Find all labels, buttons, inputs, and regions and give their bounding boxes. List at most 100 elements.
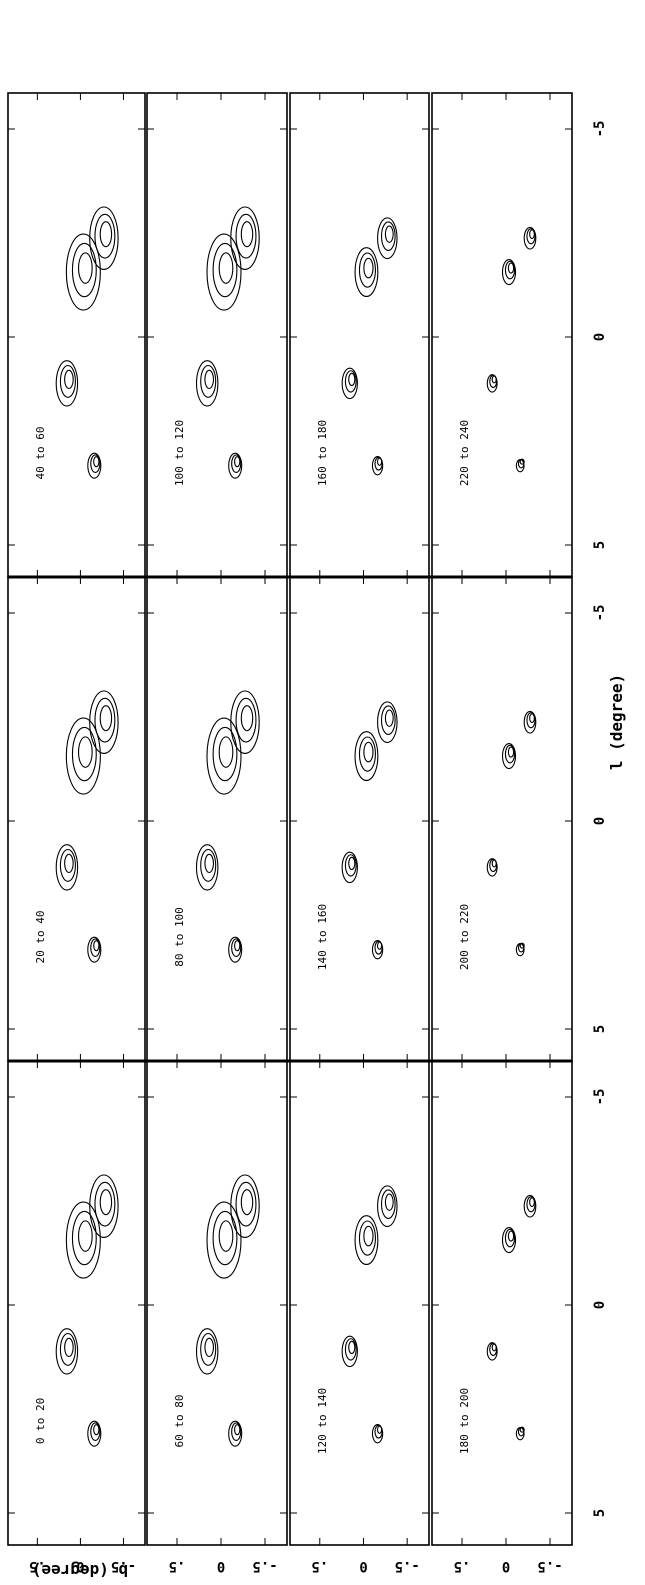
emission-contour [89, 1174, 119, 1238]
emission-contour [200, 1332, 217, 1366]
emission-contour [200, 364, 217, 398]
b-tick-label: .5 [169, 1558, 186, 1574]
x-axis-title: l (degree) [607, 674, 626, 770]
l-tick-label: 0 [592, 333, 608, 341]
emission-contour [59, 364, 76, 398]
emission-contour [486, 858, 498, 877]
emission-contour [354, 1215, 379, 1266]
emission-contour [526, 1196, 536, 1213]
panel-frame [7, 92, 146, 578]
emission-contour [64, 853, 74, 874]
emission-contour [65, 717, 101, 795]
emission-contour [231, 938, 242, 957]
velocity-range-label: 80 to 100 [173, 907, 186, 967]
panel-frame [146, 92, 288, 578]
emission-contour [87, 936, 102, 963]
emission-contour [94, 1181, 116, 1227]
emission-contour [341, 1335, 358, 1368]
emission-contour [363, 257, 374, 279]
b-tick-label: .5 [454, 1558, 471, 1574]
emission-contour [59, 1332, 76, 1366]
emission-contour [240, 221, 254, 248]
axes-group: 5 0 -5 5 0 -5 5 0 -5 .5 0 -.5 .5 0 -.5 .5 0 -.5 .5 0 -.5 [8, 121, 608, 1574]
emission-contour [195, 1328, 219, 1375]
channel-panel: 100 to 120 [146, 92, 288, 578]
emission-contour [501, 743, 517, 770]
channel-panel: 140 to 160 [289, 576, 430, 1062]
velocity-range-label: 180 to 200 [458, 1388, 471, 1454]
emission-contour [486, 1342, 498, 1361]
emission-contour [99, 705, 113, 732]
emission-contour [204, 853, 215, 874]
emission-contour [491, 375, 497, 384]
l-tick-label: 5 [592, 1025, 608, 1033]
emission-contour [507, 1230, 515, 1242]
emission-contour [230, 1174, 260, 1238]
emission-contour [71, 242, 97, 298]
emission-contour [363, 1225, 374, 1247]
emission-contour [348, 372, 356, 387]
b-tick-label: 0 [502, 1558, 510, 1574]
emission-contour [55, 1328, 79, 1375]
emission-contour [234, 940, 241, 952]
l-tick-label: 0 [592, 817, 608, 825]
emission-contour [89, 690, 119, 754]
panel-frame [289, 576, 430, 1062]
emission-contour [344, 854, 357, 877]
emission-contour [212, 726, 238, 782]
emission-contour [228, 1420, 243, 1447]
velocity-range-label: 200 to 220 [458, 904, 471, 970]
emission-contour [519, 942, 525, 949]
emission-contour [377, 701, 398, 744]
emission-contour [363, 741, 374, 763]
emission-contour [384, 1193, 394, 1211]
emission-contour [377, 217, 398, 260]
emission-contour [358, 1220, 376, 1256]
emission-contour [380, 705, 396, 735]
emission-contour [65, 1201, 101, 1279]
channel-panel: 0 to 20 [7, 1060, 146, 1546]
emission-contour [371, 1424, 384, 1444]
emission-contour [348, 1340, 356, 1355]
emission-contour [235, 1181, 257, 1227]
emission-contour [519, 1426, 525, 1433]
emission-contour [231, 454, 242, 473]
velocity-range-label: 0 to 20 [34, 1398, 47, 1444]
emission-contour [228, 936, 243, 963]
emission-contour [90, 938, 101, 957]
emission-contour [212, 242, 238, 298]
emission-contour [77, 1220, 93, 1252]
velocity-range-label: 60 to 80 [173, 1395, 186, 1448]
emission-contour [218, 736, 234, 768]
velocity-range-label: 160 to 180 [316, 420, 329, 486]
emission-contour [204, 369, 215, 390]
emission-contour [212, 1210, 238, 1266]
emission-contour [93, 940, 100, 952]
emission-contour [526, 228, 536, 245]
emission-contour [94, 213, 116, 259]
b-tick-label: .5 [311, 1558, 328, 1574]
channel-panel: 80 to 100 [146, 576, 288, 1062]
emission-contour [206, 717, 242, 795]
b-tick-label: -.5 [537, 1558, 562, 1574]
panel-frame [146, 576, 288, 1062]
emission-contour [218, 252, 234, 284]
emission-contour [380, 221, 396, 251]
emission-contour [374, 940, 383, 955]
l-tick-label: 0 [592, 1301, 608, 1309]
emission-contour [240, 705, 254, 732]
emission-contour [230, 690, 260, 754]
emission-contour [504, 1228, 516, 1248]
emission-contour [228, 452, 243, 479]
emission-contour [206, 233, 242, 311]
panel-frame [431, 92, 573, 578]
emission-contour [507, 262, 515, 274]
emission-contour [486, 374, 498, 393]
emission-contour [523, 710, 537, 734]
emission-contour [65, 233, 101, 311]
l-tick-label: 5 [592, 1509, 608, 1517]
b-tick-label: 0 [217, 1558, 225, 1574]
emission-contour [489, 858, 498, 873]
channel-panel: 220 to 240 [431, 92, 573, 578]
